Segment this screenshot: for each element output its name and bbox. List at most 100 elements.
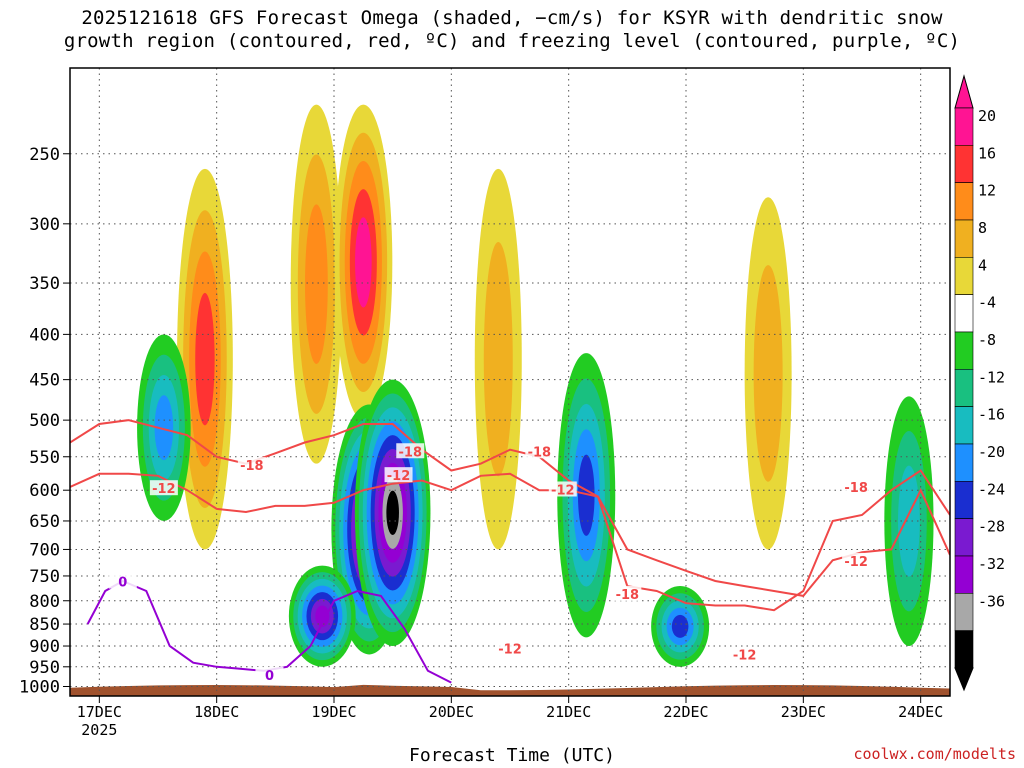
year-label: 2025	[81, 721, 117, 739]
colorbar-label: -36	[978, 592, 1005, 610]
omega-cell	[154, 395, 174, 461]
pressure-tick-label: 450	[29, 371, 60, 391]
contour-label-bg	[842, 552, 871, 568]
time-tick-label: 24DEC	[898, 703, 943, 721]
omega-cell	[753, 265, 783, 482]
plot-frame	[69, 67, 951, 697]
colorbar-label: -4	[978, 294, 996, 312]
colorbar-label: -12	[978, 368, 1005, 386]
colorbar-swatch	[954, 480, 974, 519]
time-tick-label: 18DEC	[194, 703, 239, 721]
time-tick-label: 22DEC	[663, 703, 708, 721]
pressure-tick-label: 550	[29, 448, 60, 468]
terrain-layer	[70, 684, 950, 696]
colorbar-label: -24	[978, 480, 1005, 498]
colorbar-label: 16	[978, 144, 996, 162]
time-tick-label: 19DEC	[311, 703, 356, 721]
contour-label: -12	[152, 482, 176, 497]
contour-label-bg	[548, 481, 577, 497]
contour-label: -18	[399, 445, 423, 460]
colorbar-label: -20	[978, 443, 1005, 461]
contour-label-bg	[149, 480, 178, 496]
colorbar-swatch	[954, 592, 974, 631]
pressure-tick-label: 600	[29, 481, 60, 501]
colorbar-label: 4	[978, 256, 987, 274]
colorbar-swatch	[954, 256, 974, 295]
contour-label-bg	[384, 467, 413, 483]
contour-label-bg	[730, 646, 759, 662]
contour-label: -12	[733, 649, 757, 664]
colorbar-swatch	[954, 331, 974, 370]
pressure-tick-label: 700	[29, 540, 60, 560]
colorbar-swatch	[954, 145, 974, 183]
terrain-surface	[70, 684, 950, 696]
pressure-tick-label: 650	[29, 512, 60, 532]
pressure-tick-label: 850	[29, 615, 60, 635]
colorbar-top-arrow	[954, 74, 974, 109]
contour-label: -18	[616, 588, 640, 603]
pressure-tick-label: 500	[29, 411, 60, 431]
omega-cell	[355, 217, 372, 308]
pressure-tick-label: 900	[29, 637, 60, 657]
x-axis-label: Forecast Time (UTC)	[409, 745, 615, 766]
pressure-tick-label: 300	[29, 215, 60, 235]
colorbar-swatch	[954, 107, 974, 146]
colorbar-label: -8	[978, 331, 996, 349]
pressure-tick-label: 750	[29, 567, 60, 587]
colorbar-bottom-arrow	[954, 667, 974, 692]
contour-label-bg	[496, 640, 524, 656]
contour-label-bg	[613, 585, 642, 601]
colorbar-swatch	[954, 406, 974, 445]
colorbar-swatch	[954, 630, 974, 669]
omega-cell	[898, 465, 920, 577]
omega-cell	[305, 204, 328, 364]
contour-label: -18	[844, 481, 868, 496]
contour--12	[70, 472, 950, 597]
colorbar-swatch	[954, 518, 974, 557]
contour-label-bg	[842, 478, 871, 494]
chart-title-line2: growth region (contoured, red, ºC) and f…	[63, 30, 961, 52]
colorbar-label: -32	[978, 555, 1005, 573]
omega-cell	[315, 605, 330, 627]
pressure-tick-label: 250	[29, 145, 60, 165]
contour-label-bg	[255, 666, 284, 682]
time-tick-label: 20DEC	[429, 703, 474, 721]
contour-label: -18	[240, 459, 264, 474]
time-axis: 17DEC 18DEC 19DEC 20DEC 21DEC 22DEC 23DEC 24DEC…	[77, 696, 943, 739]
colorbar-swatch	[954, 219, 974, 258]
pressure-tick-label: 800	[29, 592, 60, 612]
colorbar-swatch	[954, 294, 974, 333]
omega-cell	[577, 454, 595, 536]
colorbar-swatch	[954, 368, 974, 407]
omega-cell	[195, 292, 215, 426]
omega-cell	[483, 242, 513, 477]
colorbar: 20 16 12 8 4 -4 -8 -12 -16 -20 -24 -28 -32 -36	[954, 74, 1005, 692]
credit-link[interactable]: coolwx.com/modelts	[853, 745, 1016, 763]
colorbar-label: 20	[978, 107, 996, 125]
omega-cell	[671, 614, 689, 638]
contour-label-bg	[396, 443, 425, 459]
time-tick-label: 23DEC	[781, 703, 826, 721]
contour-layer: -18 -12 -18 -12 -18 -12 -18 -12 -12 -18 -12 0 0	[70, 419, 950, 684]
colorbar-swatch	[954, 555, 974, 594]
time-tick-label: 17DEC	[77, 703, 122, 721]
pressure-axis: 2503003504004505005506006507007508008509…	[19, 145, 70, 698]
contour-label: -12	[387, 469, 411, 484]
omega-cell	[386, 490, 399, 536]
colorbar-label: -16	[978, 406, 1005, 424]
contour-label: -12	[498, 642, 522, 657]
contour-label: -18	[528, 445, 552, 460]
colorbar-label: 12	[978, 182, 996, 200]
contour--18	[70, 419, 950, 612]
pressure-tick-label: 950	[29, 658, 60, 678]
contour-label-bg	[237, 457, 266, 473]
contour-label: -12	[551, 483, 575, 498]
chart-title-line1: 2025121618 GFS Forecast Omega (shaded, −…	[81, 7, 943, 29]
colorbar-swatch	[954, 443, 974, 482]
pressure-tick-label: 350	[29, 274, 60, 294]
time-tick-label: 21DEC	[546, 703, 591, 721]
pressure-tick-label: 1000	[19, 678, 60, 698]
colorbar-label: 8	[978, 219, 987, 237]
pressure-tick-label: 400	[29, 325, 60, 345]
